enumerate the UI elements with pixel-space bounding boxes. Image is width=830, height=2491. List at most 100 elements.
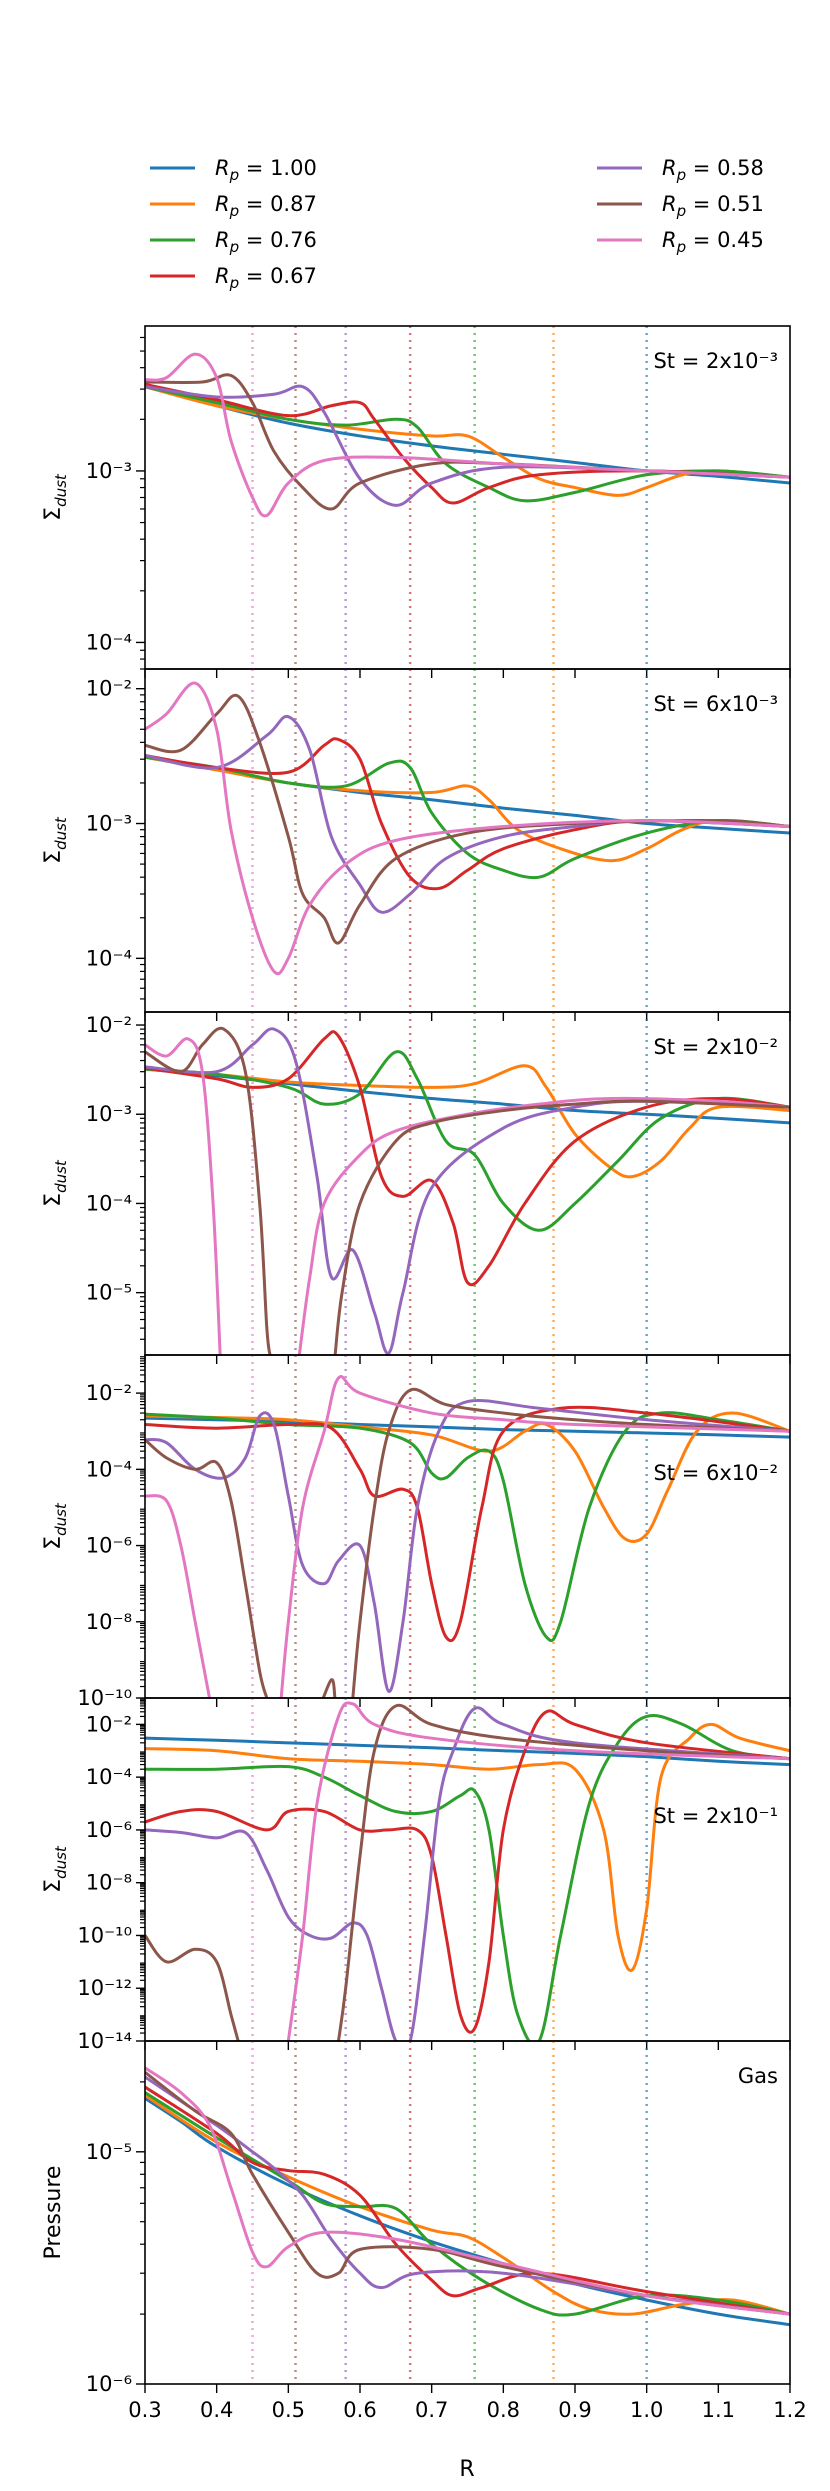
series-line-5 [145, 1934, 240, 2041]
series-line-4 [145, 2075, 790, 2316]
series-line-3 [145, 1030, 790, 1287]
panel-1: 10⁻⁴ 10⁻³ 10⁻² Σdust St = 6x10⁻³ [41, 668, 791, 1021]
y-tick-label: 10⁻¹² [77, 1976, 132, 2000]
series-line-5 [145, 693, 790, 945]
curves [145, 1375, 790, 1698]
curves [145, 2066, 790, 2327]
series-line-5 [351, 1387, 790, 1698]
legend-label: Rp = 1.00 [215, 156, 317, 184]
x-tick-label: 0.5 [272, 2398, 305, 2422]
panel-annotation: St = 2x10⁻³ [653, 349, 778, 373]
legend-label: Rp = 0.67 [215, 264, 317, 292]
axes-frame [144, 1011, 791, 1356]
series-line-6 [145, 1494, 211, 1698]
series-line-4 [145, 714, 790, 914]
legend-entry-6: Rp = 0.45 [597, 228, 764, 256]
x-tick-label: 1.2 [773, 2398, 806, 2422]
series-line-1 [145, 1411, 790, 1543]
x-tick-label: 0.7 [415, 2398, 448, 2422]
y-axis-label: Σdust [41, 473, 70, 521]
series-line-2 [145, 2091, 790, 2317]
panel-3: 10⁻¹⁰ 10⁻⁸ 10⁻⁶ 10⁻⁴ 10⁻² Σdust St = 6x10⁻² [41, 1354, 791, 1710]
legend-label: Rp = 0.58 [662, 156, 764, 184]
curves [145, 1701, 790, 2041]
y-axis-label: Σdust [41, 1845, 70, 1893]
legend-entry-0: Rp = 1.00 [150, 156, 317, 184]
series-line-3 [145, 1709, 790, 2034]
y-tick-label: 10⁻² [86, 677, 132, 701]
legend-entry-1: Rp = 0.87 [150, 192, 317, 220]
y-tick-label: 10⁻² [86, 1712, 132, 1736]
series-line-1 [145, 1722, 790, 1973]
x-axis-label: R [459, 2457, 474, 2482]
y-tick-label: 10⁻⁵ [86, 1281, 132, 1305]
panel-2: 10⁻⁵ 10⁻⁴ 10⁻³ 10⁻² Σdust St = 2x10⁻² [41, 1011, 791, 1364]
axes-frame [144, 668, 791, 1013]
series-line-2 [145, 385, 790, 503]
planet-lines [251, 2041, 648, 2384]
legend-entry-2: Rp = 0.76 [150, 228, 317, 256]
y-tick-label: 10⁻² [86, 1381, 132, 1405]
x-tick-label: 0.8 [487, 2398, 520, 2422]
series-line-6 [145, 681, 790, 976]
y-tick-label: 10⁻⁴ [86, 946, 132, 970]
curves [145, 681, 790, 976]
planet-lines [251, 326, 648, 669]
axes-frame [144, 2040, 791, 2385]
legend: Rp = 1.00 Rp = 0.87 Rp = 0.76 Rp = 0.67 Rp =… [150, 156, 764, 292]
series-line-5 [145, 1026, 272, 1355]
series-line-6 [286, 1701, 790, 2041]
y-tick-label: 10⁻¹⁴ [77, 2029, 132, 2053]
legend-entry-4: Rp = 0.58 [597, 156, 764, 184]
y-tick-label: 10⁻¹⁰ [77, 1923, 132, 1947]
series-line-6 [279, 1375, 790, 1698]
y-axis-label: Σdust [41, 816, 70, 864]
y-axis-label: Σdust [41, 1159, 70, 1207]
legend-label: Rp = 0.51 [662, 192, 764, 220]
y-tick-label: 10⁻⁴ [86, 1765, 132, 1789]
panel-5: 10⁻⁶ 10⁻⁵ 0.3 0.4 0.5 0.6 0.7 0.8 0.9 1.0 1.1 1.2 Pr… [41, 2040, 807, 2422]
series-line-2 [145, 1714, 790, 2041]
panel-4: 10⁻¹⁴ 10⁻¹² 10⁻¹⁰ 10⁻⁸ 10⁻⁶ 10⁻⁴ 10⁻² Σdust St =… [41, 1697, 791, 2053]
series-line-1 [145, 2094, 790, 2316]
y-tick-label: 10⁻⁶ [86, 2372, 132, 2396]
legend-label: Rp = 0.45 [662, 228, 764, 256]
panel-annotation: St = 2x10⁻¹ [653, 1804, 778, 1828]
series-line-4 [145, 384, 790, 507]
y-tick-label: 10⁻³ [86, 1102, 132, 1126]
axes-frame [144, 1354, 791, 1699]
series-line-5 [299, 1678, 337, 1698]
series-line-3 [145, 382, 790, 505]
x-tick-label: 0.9 [558, 2398, 591, 2422]
panel-0: 10⁻⁴ 10⁻³ Σdust St = 2x10⁻³ [41, 325, 791, 678]
series-line-6 [145, 1037, 222, 1355]
series-line-0 [145, 1736, 790, 1767]
series-line-3 [145, 1405, 790, 1643]
x-tick-label: 0.3 [128, 2398, 161, 2422]
legend-label: Rp = 0.76 [215, 228, 317, 256]
y-tick-label: 10⁻⁴ [86, 1191, 132, 1215]
x-tick-label: 1.0 [630, 2398, 663, 2422]
series-line-5 [145, 373, 790, 511]
legend-label: Rp = 0.87 [215, 192, 317, 220]
series-line-5 [145, 2071, 790, 2316]
series-line-6 [145, 2066, 790, 2316]
panel-annotation: St = 6x10⁻² [653, 1461, 778, 1485]
y-tick-label: 10⁻² [86, 1013, 132, 1037]
y-tick-label: 10⁻³ [86, 812, 132, 836]
series-line-1 [145, 1064, 790, 1179]
series-line-3 [145, 2085, 790, 2316]
legend-entry-5: Rp = 0.51 [597, 192, 764, 220]
planet-lines [251, 1012, 648, 1355]
x-tick-label: 1.1 [702, 2398, 735, 2422]
series-line-4 [145, 1399, 790, 1693]
series-line-5 [145, 1438, 269, 1698]
series-line-4 [145, 1027, 790, 1355]
curves [145, 352, 790, 518]
y-axis-label: Pressure [41, 2166, 66, 2260]
y-tick-label: 10⁻⁴ [86, 1457, 132, 1481]
series-line-2 [145, 1411, 790, 1643]
y-tick-label: 10⁻⁵ [86, 2140, 132, 2164]
panel-annotation: Gas [738, 2064, 778, 2088]
y-tick-label: 10⁻⁶ [86, 1534, 132, 1558]
